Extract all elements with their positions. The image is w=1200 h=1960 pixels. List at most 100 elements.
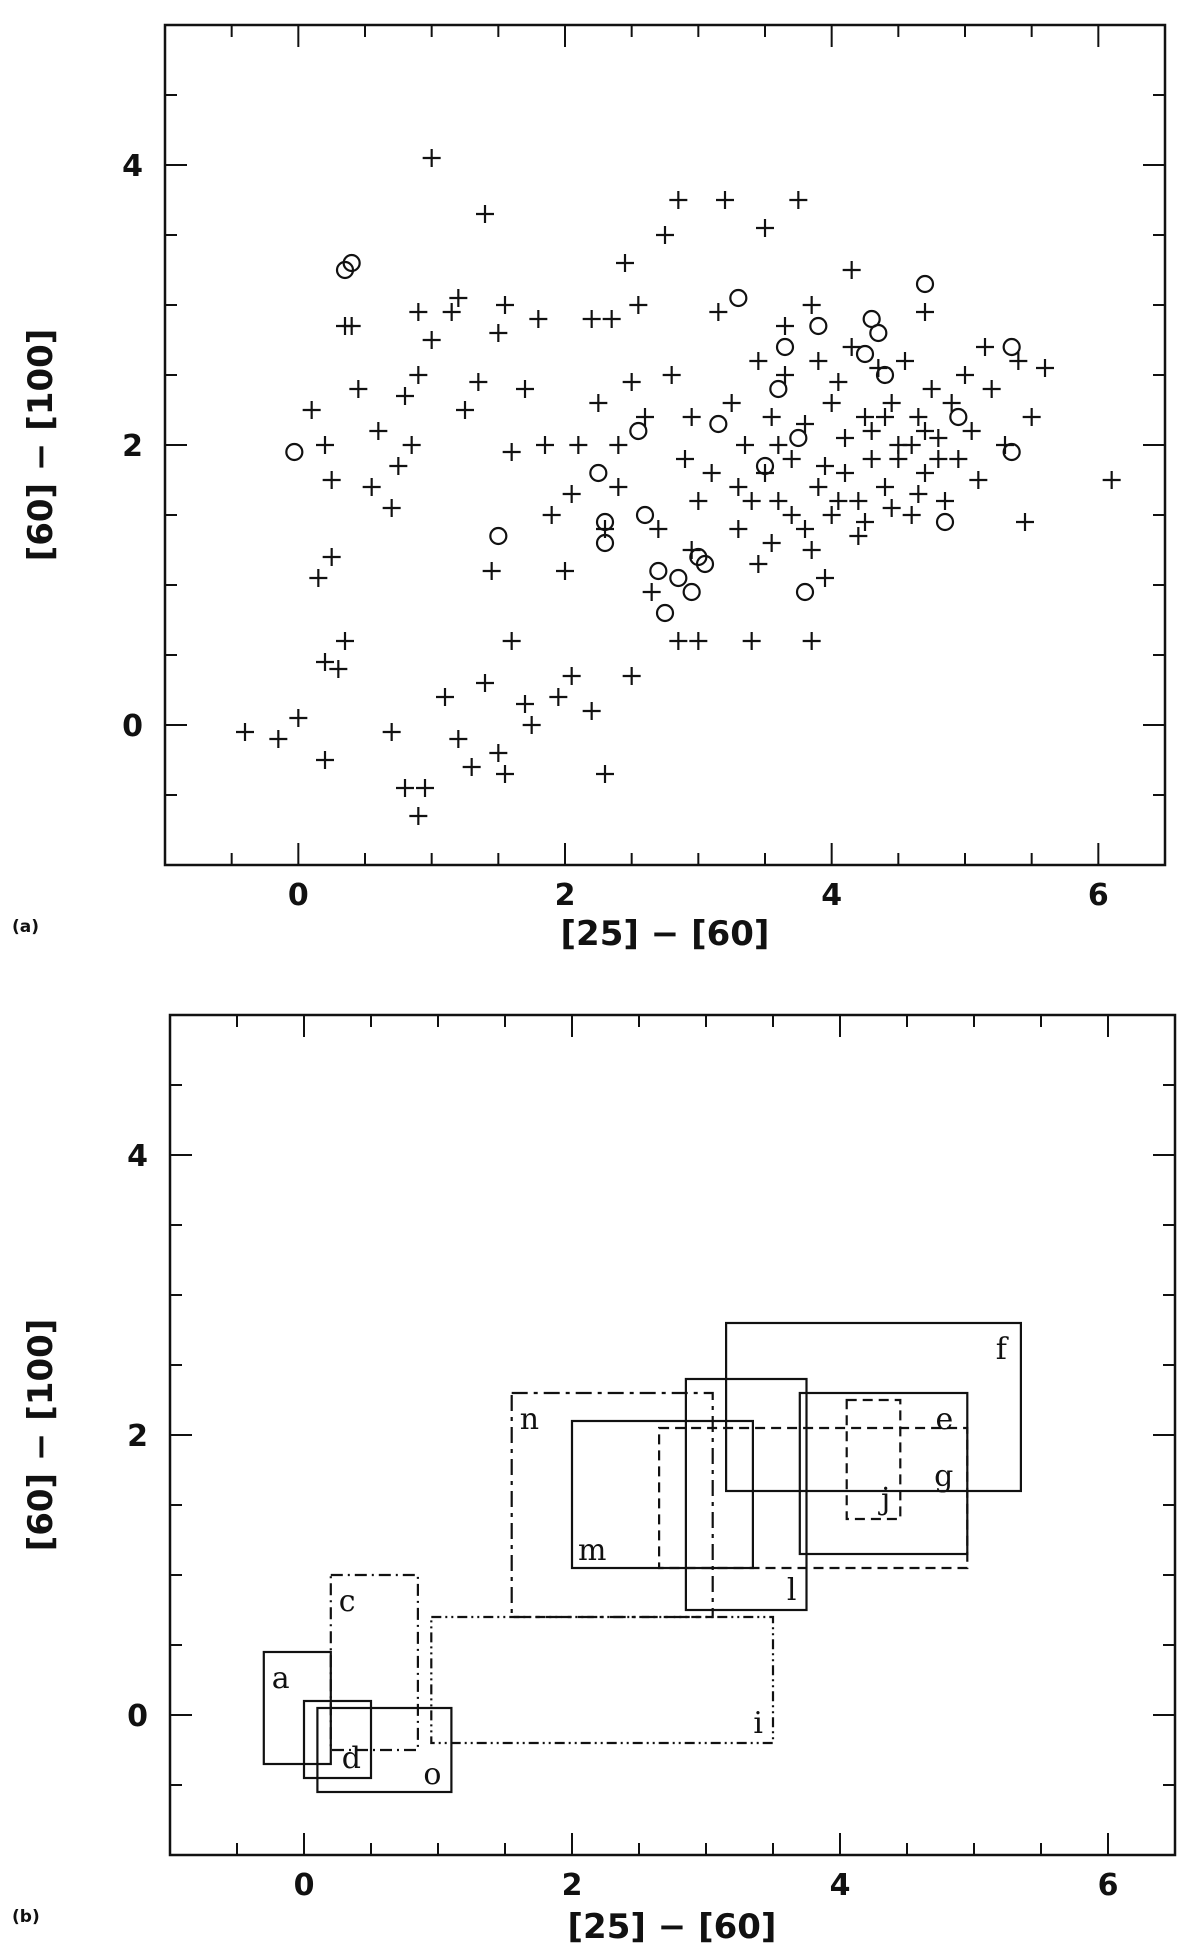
- plus-marker: [976, 338, 994, 356]
- panel-a-y-axis-title: [60] − [100]: [21, 329, 61, 562]
- panel-b-regions: 0 2 4 6 0 2 4 a c d o i n m l g f e j [25] − [60] [60] − …: [12, 1013, 1177, 1947]
- plus-marker: [422, 149, 441, 167]
- panel-a-y-tick-label: 0: [122, 709, 143, 744]
- plus-marker: [836, 429, 854, 447]
- region-box-l: [684, 1377, 808, 1612]
- plus-marker: [636, 408, 654, 426]
- plus-marker: [329, 660, 348, 678]
- plus-marker: [236, 723, 254, 741]
- plus-marker: [382, 723, 401, 741]
- circle-marker: [809, 316, 828, 336]
- plus-marker: [396, 387, 414, 405]
- plus-marker: [782, 450, 801, 468]
- region-label-l: l: [787, 1573, 797, 1608]
- region-label-m: m: [578, 1533, 606, 1568]
- plus-marker: [616, 254, 634, 272]
- plus-marker: [556, 562, 574, 580]
- panel-b-region-boxes: a c d o i n m l g f e j: [262, 1321, 1022, 1794]
- panel-b-x-tick-label: 6: [1098, 1868, 1119, 1903]
- plus-marker: [849, 492, 868, 510]
- region-box-j: [845, 1398, 902, 1521]
- circle-marker: [755, 456, 775, 476]
- plus-marker: [849, 527, 868, 545]
- panel-a-tick-labels: 0 2 4 6 0 2 4: [122, 149, 1109, 913]
- circle-marker: [729, 288, 748, 308]
- plus-marker: [882, 499, 901, 517]
- plus-marker: [409, 366, 428, 384]
- plus-marker: [956, 366, 974, 384]
- circle-marker: [855, 344, 875, 364]
- plus-marker: [1022, 408, 1041, 426]
- plus-marker: [809, 352, 828, 370]
- plus-marker: [1036, 359, 1054, 377]
- circle-marker: [915, 274, 935, 294]
- plus-marker: [662, 366, 681, 384]
- plus-marker: [709, 303, 728, 321]
- circle-marker: [669, 568, 688, 588]
- panel-b-tag: (b): [12, 1907, 40, 1927]
- plus-marker: [982, 380, 1001, 398]
- plus-marker: [902, 436, 921, 454]
- region-box-i: [430, 1615, 775, 1745]
- plus-marker: [676, 450, 694, 468]
- plus-marker: [802, 632, 821, 650]
- plus-marker: [822, 394, 841, 412]
- circle-marker: [635, 505, 655, 525]
- plus-marker: [876, 408, 894, 426]
- plus-marker: [322, 471, 341, 489]
- plus-marker: [516, 695, 534, 713]
- region-label-g: g: [934, 1459, 953, 1494]
- plus-marker: [749, 555, 768, 573]
- plus-marker: [422, 331, 441, 349]
- plus-marker: [722, 394, 741, 412]
- plus-marker: [929, 450, 948, 468]
- plus-marker: [789, 191, 808, 209]
- panel-b-y-tick-label: 2: [127, 1419, 148, 1454]
- region-box-g: [657, 1426, 969, 1570]
- panel-a-x-tick-label: 4: [821, 878, 842, 913]
- plus-marker: [876, 478, 894, 496]
- circle-marker: [629, 421, 648, 441]
- plus-marker: [562, 667, 581, 685]
- region-label-f: f: [996, 1332, 1009, 1367]
- plus-marker: [802, 541, 821, 559]
- plus-marker: [316, 751, 334, 769]
- circle-marker: [649, 561, 668, 581]
- plus-marker: [489, 324, 508, 342]
- panel-a-x-tick-label: 2: [555, 878, 576, 913]
- plus-marker: [942, 394, 961, 412]
- plus-marker: [769, 436, 788, 454]
- plus-marker: [489, 744, 508, 762]
- panel-b-y-tick-label: 0: [127, 1699, 148, 1734]
- plus-marker: [742, 632, 761, 650]
- plus-marker: [622, 667, 641, 685]
- plus-marker: [889, 450, 908, 468]
- region-label-i: i: [753, 1706, 763, 1741]
- plus-marker: [449, 289, 468, 307]
- plus-marker: [816, 569, 834, 587]
- plus-marker: [582, 702, 601, 720]
- plus-marker: [669, 191, 688, 209]
- plus-marker: [562, 485, 581, 503]
- plus-marker: [449, 730, 468, 748]
- panel-a-scatter: 0 2 4 6 0 2 4 [25] − [60] [60] − [100] (a): [12, 23, 1167, 954]
- region-label-j: j: [878, 1482, 890, 1517]
- region-box-o: [316, 1706, 453, 1794]
- plus-marker: [829, 492, 848, 510]
- plus-marker: [362, 478, 381, 496]
- plus-marker: [416, 779, 434, 797]
- plus-marker: [936, 492, 954, 510]
- panel-a-y-tick-label: 4: [122, 149, 143, 184]
- plus-marker: [756, 219, 774, 237]
- panel-b-plot-frame: [168, 1013, 1177, 1857]
- circle-marker: [342, 253, 361, 273]
- plus-marker: [822, 506, 841, 524]
- plus-marker: [529, 310, 548, 328]
- plus-marker: [1009, 352, 1028, 370]
- panel-b-x-tick-label: 2: [562, 1868, 583, 1903]
- panel-b-y-tick-label: 4: [127, 1139, 148, 1174]
- region-box-n: [510, 1391, 714, 1619]
- plus-marker: [916, 464, 934, 482]
- plus-marker: [396, 779, 414, 797]
- plus-marker: [842, 261, 861, 279]
